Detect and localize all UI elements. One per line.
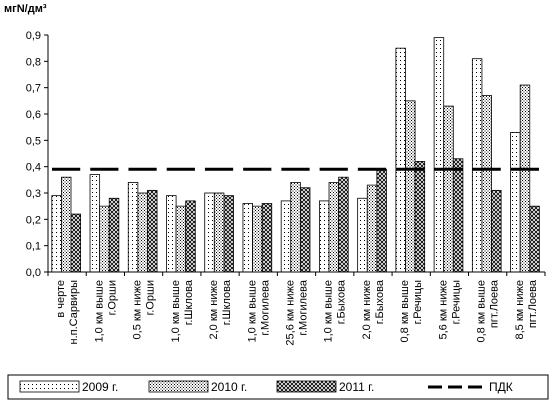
- x-tick-label: г.Орши: [106, 280, 118, 315]
- y-tick-label: 0,2: [26, 214, 41, 226]
- x-tick-label: пгт.Лоева: [527, 279, 539, 328]
- bar-2010-13: [519, 84, 531, 273]
- bar-2011-7: [299, 187, 311, 273]
- bar-2009-11: [433, 37, 445, 273]
- x-tick-label: 25,6 км ниже: [285, 280, 297, 346]
- y-tick-label: 0,4: [26, 162, 41, 174]
- y-tick-label: 0,0: [26, 267, 41, 279]
- legend: 2009 г. 2010 г. 2011 г. ПДК: [7, 374, 549, 400]
- bar-2011-8: [338, 176, 349, 273]
- bar-2010-11: [443, 105, 454, 273]
- bar-2010-1: [61, 176, 72, 273]
- bar-2010-10: [405, 100, 416, 273]
- legend-label-reference-line: ПДК: [489, 380, 513, 394]
- bar-2009-5: [204, 192, 215, 273]
- x-tick-label: г.Быхова: [374, 279, 386, 324]
- bar-2009-13: [510, 132, 521, 273]
- y-tick-label: 0,8: [26, 56, 41, 68]
- bar-2009-2: [89, 174, 101, 273]
- y-tick-label: 0,9: [26, 30, 41, 42]
- legend-swatch-2011: [276, 380, 337, 393]
- bar-2009-9: [357, 197, 368, 273]
- bar-2009-7: [280, 200, 292, 273]
- x-tick-label: 2,0 км ниже: [208, 280, 220, 339]
- bar-2009-1: [51, 195, 62, 273]
- legend-label-2011: 2011 г.: [339, 380, 374, 394]
- y-tick-label: 0,1: [26, 241, 41, 253]
- bar-2011-4: [185, 200, 196, 273]
- bar-2009-4: [166, 195, 177, 273]
- bar-2011-2: [108, 197, 120, 273]
- bar-2009-8: [319, 200, 330, 273]
- bar-2010-2: [99, 205, 110, 273]
- bar-2010-4: [175, 205, 187, 273]
- bar-2011-12: [491, 189, 502, 273]
- x-tick-label: г.Орши: [145, 280, 157, 315]
- bar-2011-1: [70, 213, 82, 273]
- x-tick-label: г.Шклова: [183, 279, 195, 325]
- x-tick-label: пгт.Лоева: [489, 279, 501, 328]
- bar-2011-11: [452, 158, 464, 273]
- bar-2011-13: [529, 205, 540, 273]
- bar-2010-3: [137, 192, 148, 273]
- y-axis-label: мгN/дм³: [4, 3, 47, 15]
- x-tick-label: г.Могилева: [298, 279, 310, 336]
- x-tick-label: г.Могилева: [259, 279, 271, 336]
- x-tick-label: 0,8 км выше: [476, 280, 488, 342]
- legend-label-2010: 2010 г.: [211, 380, 247, 394]
- bar-2010-12: [481, 95, 492, 273]
- bar-2009-3: [127, 182, 139, 273]
- x-tick-label: г.Быхова: [336, 279, 348, 324]
- bar-2010-6: [252, 205, 263, 273]
- y-tick-label: 0,7: [26, 83, 41, 95]
- bar-2011-3: [147, 189, 158, 273]
- bar-2011-10: [414, 160, 426, 273]
- bar-2009-6: [242, 203, 253, 273]
- x-tick-label: 0,5 км ниже: [132, 280, 144, 339]
- bars-layer: [51, 37, 540, 273]
- x-tick-label: н.п.Сарвиры: [68, 280, 80, 345]
- bar-2010-5: [213, 192, 225, 273]
- legend-swatch-2010: [148, 380, 209, 393]
- y-tick-label: 0,6: [26, 109, 41, 121]
- x-tick-label: 1,0 км выше: [93, 280, 105, 342]
- x-tick-label: 1,0 км выше: [246, 280, 258, 342]
- bar-2010-8: [328, 182, 340, 273]
- x-tick-label: 2,0 км ниже: [361, 280, 373, 339]
- y-tick-label: 0,5: [26, 135, 41, 147]
- bar-2010-7: [290, 182, 301, 273]
- x-tick-label: г.Речицы: [412, 280, 424, 325]
- x-tick-label: 1,0 км выше: [323, 280, 335, 342]
- bar-2011-5: [223, 195, 234, 273]
- x-tick-label: 8,5 км ниже: [514, 280, 526, 339]
- x-tick-label: 0,8 км выше: [399, 280, 411, 342]
- bar-2011-9: [376, 168, 387, 273]
- axes-layer: 0,0 0,1 0,2 0,3 0,4 0,5 0,6 0,7 0,8 0,9 мгN/дм³ в ч…: [4, 3, 546, 346]
- x-tick-label: 5,6 км ниже: [437, 280, 449, 339]
- y-tick-label: 0,3: [26, 188, 41, 200]
- x-tick-label: 1,0 км выше: [170, 280, 182, 342]
- bar-2009-10: [395, 47, 406, 273]
- bar-2009-12: [471, 58, 483, 273]
- x-tick-label: г.Речицы: [450, 280, 462, 325]
- legend-swatch-2009: [19, 380, 80, 393]
- legend-label-2009: 2009 г.: [82, 380, 118, 394]
- x-tick-label: в черте: [55, 280, 67, 318]
- bar-2010-9: [366, 184, 378, 273]
- bar-2011-6: [261, 203, 273, 273]
- x-tick-label: г.Шклова: [221, 279, 233, 325]
